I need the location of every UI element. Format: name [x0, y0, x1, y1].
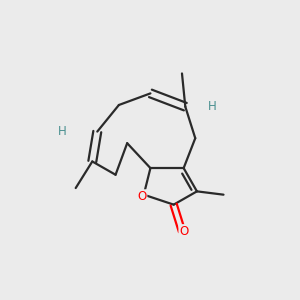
Text: H: H	[58, 125, 67, 138]
Text: O: O	[137, 190, 147, 203]
Text: H: H	[208, 100, 216, 113]
Text: O: O	[179, 225, 188, 238]
